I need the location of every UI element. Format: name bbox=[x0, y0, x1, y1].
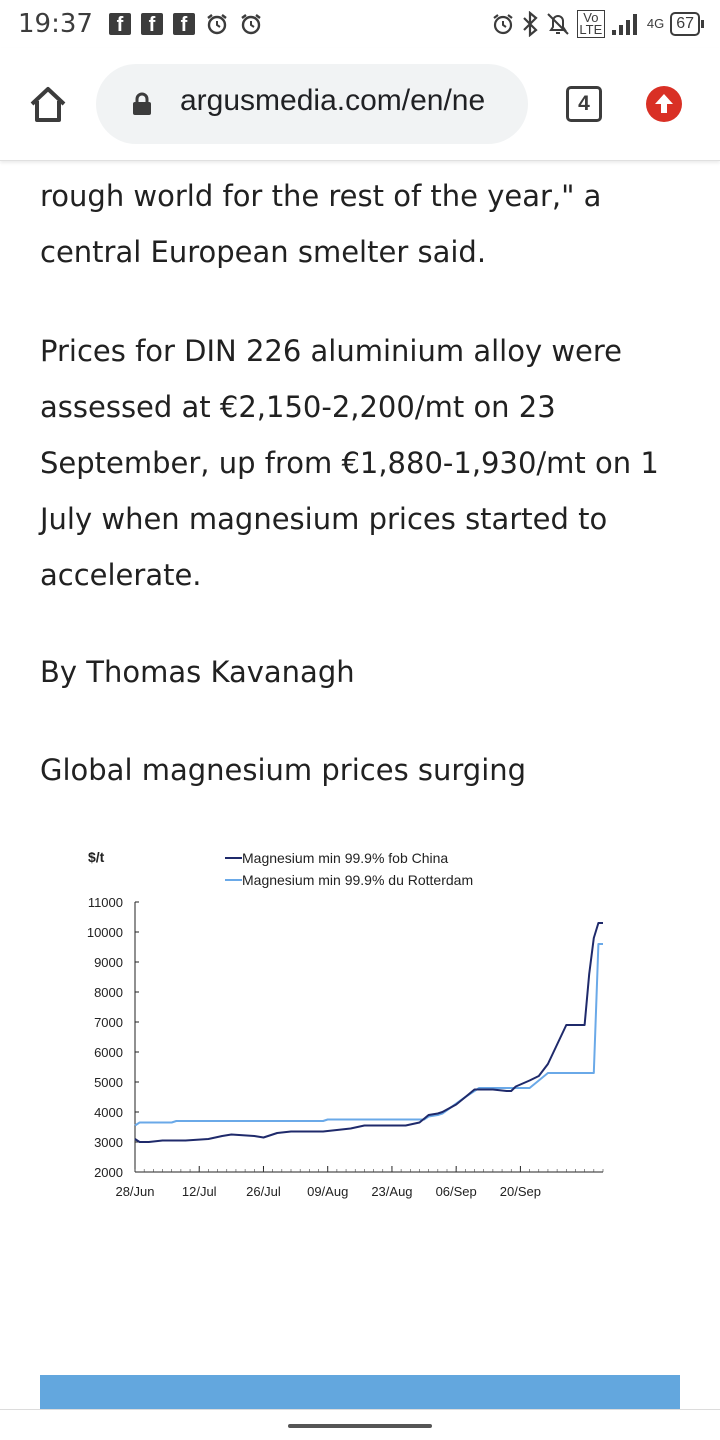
url-text: argusmedia.com/en/ne bbox=[180, 84, 486, 117]
y-tick-label: 5000 bbox=[94, 1075, 123, 1090]
battery-icon: 67 bbox=[670, 12, 704, 36]
alarm-clock-icon bbox=[241, 14, 261, 35]
x-tick-label: 26/Jul bbox=[246, 1184, 281, 1199]
home-icon[interactable] bbox=[26, 82, 70, 126]
x-tick-label: 23/Aug bbox=[371, 1184, 412, 1199]
facebook-icon: f bbox=[108, 13, 131, 36]
legend-label: Magnesium min 99.9% fob China bbox=[242, 850, 448, 866]
y-tick-label: 9000 bbox=[94, 955, 123, 970]
x-tick-label: 12/Jul bbox=[182, 1184, 217, 1199]
y-tick-label: 7000 bbox=[94, 1015, 123, 1030]
x-tick-label: 09/Aug bbox=[307, 1184, 348, 1199]
notification-icons: f f f bbox=[108, 12, 263, 36]
status-time: 19:37 bbox=[18, 9, 93, 39]
y-tick-label: 8000 bbox=[94, 985, 123, 1000]
article-paragraph: Prices for DIN 226 aluminium alloy were … bbox=[40, 334, 659, 592]
browser-toolbar: argusmedia.com/en/ne 4 bbox=[0, 48, 720, 161]
signal-icon bbox=[611, 14, 637, 35]
x-tick-label: 06/Sep bbox=[436, 1184, 477, 1199]
y-tick-label: 10000 bbox=[87, 925, 123, 940]
lock-icon bbox=[133, 92, 151, 115]
divider bbox=[0, 1409, 720, 1410]
banner-block bbox=[40, 1375, 680, 1409]
x-tick-label: 20/Sep bbox=[500, 1184, 541, 1199]
volte-icon: Vo LTE bbox=[576, 10, 605, 38]
status-bar: 19:37 f f f Vo LTE 4G 67 bbox=[0, 0, 720, 48]
article-byline: By Thomas Kavanagh bbox=[40, 655, 355, 689]
series-line-rotterdam bbox=[134, 943, 603, 1127]
article-paragraph: rough world for the rest of the year," a… bbox=[40, 179, 602, 269]
chart-axes: 11000 10000 9000 8000 7000 6000 5000 4000 3000 20… bbox=[87, 895, 604, 1199]
chart-series bbox=[134, 922, 603, 1143]
magnesium-price-chart: $/t Magnesium min 99.9% fob ChinaMagnesi… bbox=[87, 849, 604, 1199]
update-icon[interactable] bbox=[646, 86, 682, 122]
y-tick-label: 4000 bbox=[94, 1105, 123, 1120]
facebook-icon: f bbox=[172, 13, 195, 36]
system-icons: Vo LTE 4G 67 bbox=[491, 10, 704, 38]
y-axis-label: $/t bbox=[88, 849, 105, 865]
chart-legend: Magnesium min 99.9% fob China Magnesium m… bbox=[225, 850, 473, 888]
y-tick-label: 6000 bbox=[94, 1045, 123, 1060]
battery-level: 67 bbox=[676, 15, 694, 32]
y-tick-label: 3000 bbox=[94, 1135, 123, 1150]
alarm-clock-icon bbox=[207, 14, 227, 35]
facebook-icon: f bbox=[140, 13, 163, 36]
x-tick-label: 28/Jun bbox=[115, 1184, 154, 1199]
y-tick-label: 11000 bbox=[88, 895, 123, 910]
bluetooth-icon bbox=[523, 11, 538, 37]
legend-label: Magnesium min 99.9% du Rotterdam bbox=[242, 872, 473, 888]
chart-heading: Global magnesium prices surging bbox=[40, 753, 527, 787]
gesture-navigation-handle[interactable] bbox=[288, 1424, 432, 1428]
alarm-clock-icon bbox=[493, 14, 513, 35]
network-type-icon: 4G bbox=[646, 16, 665, 31]
mute-bell-icon bbox=[547, 13, 569, 35]
series-line-china bbox=[134, 922, 603, 1143]
address-bar[interactable]: argusmedia.com/en/ne bbox=[96, 64, 528, 144]
tab-switcher-button[interactable]: 4 bbox=[566, 86, 602, 122]
y-tick-label: 2000 bbox=[94, 1165, 123, 1180]
